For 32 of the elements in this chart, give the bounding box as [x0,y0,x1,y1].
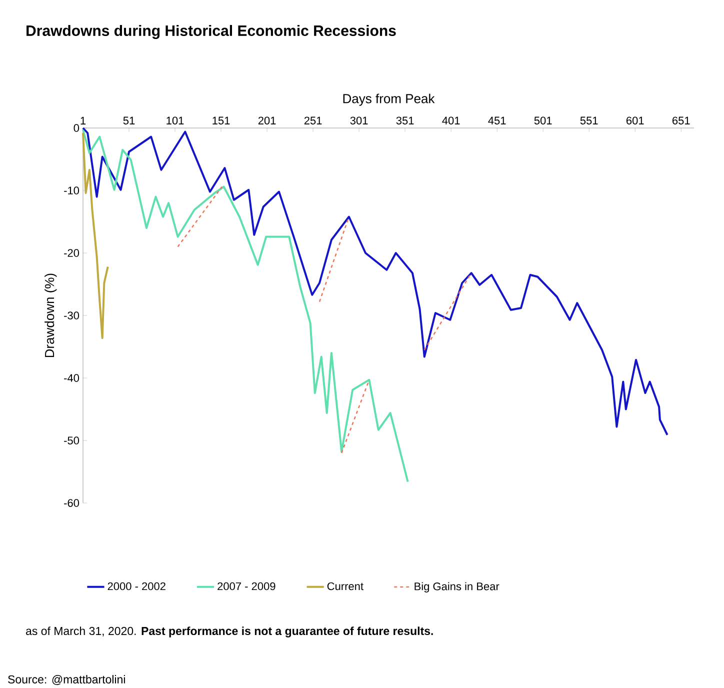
y-tick-label: -40 [64,374,80,382]
x-tick-label: 301 [350,116,368,124]
x-tick-label: 551 [580,116,598,124]
y-tick-label: 0 [74,124,80,132]
x-tick-label: 601 [626,116,644,124]
source-note: Source: @mattbartolini [8,675,125,685]
x-tick-label: 201 [258,116,276,124]
x-tick-label: 251 [304,116,322,124]
text: as of March 31, 2020. Past performance is not a guarantee of future results. [26,626,433,638]
x-tick-label: 1 [80,116,86,124]
legend-label: Big Gains in Bear [414,582,500,592]
x-tick-label: 351 [396,116,414,124]
line-series [82,127,668,436]
line-series [82,132,109,339]
x-tick-label: 651 [672,116,690,124]
x-tick-label: 501 [534,116,552,124]
y-tick-label: -10 [64,186,80,194]
chart-title: Drawdowns during Historical Economic Recessions [26,24,396,40]
y-tick-label: -50 [64,436,80,444]
y-axis-title: Drawdown (%) [44,274,57,358]
y-tick-label: -20 [64,249,80,257]
x-tick-label: 451 [488,116,506,124]
x-tick-label: 101 [166,116,184,124]
legend-label: Current [327,582,364,590]
y-tick-label: -30 [64,312,80,320]
legend-label: 2000 - 2002 [108,582,166,590]
y-tick-label: -60 [64,499,80,507]
x-tick-label: 51 [123,116,135,124]
legend-label: 2007 - 2009 [218,582,276,590]
x-tick-label: 151 [212,116,230,124]
x-axis-title: Days from Peak [343,94,435,106]
x-tick-label: 401 [442,116,460,124]
